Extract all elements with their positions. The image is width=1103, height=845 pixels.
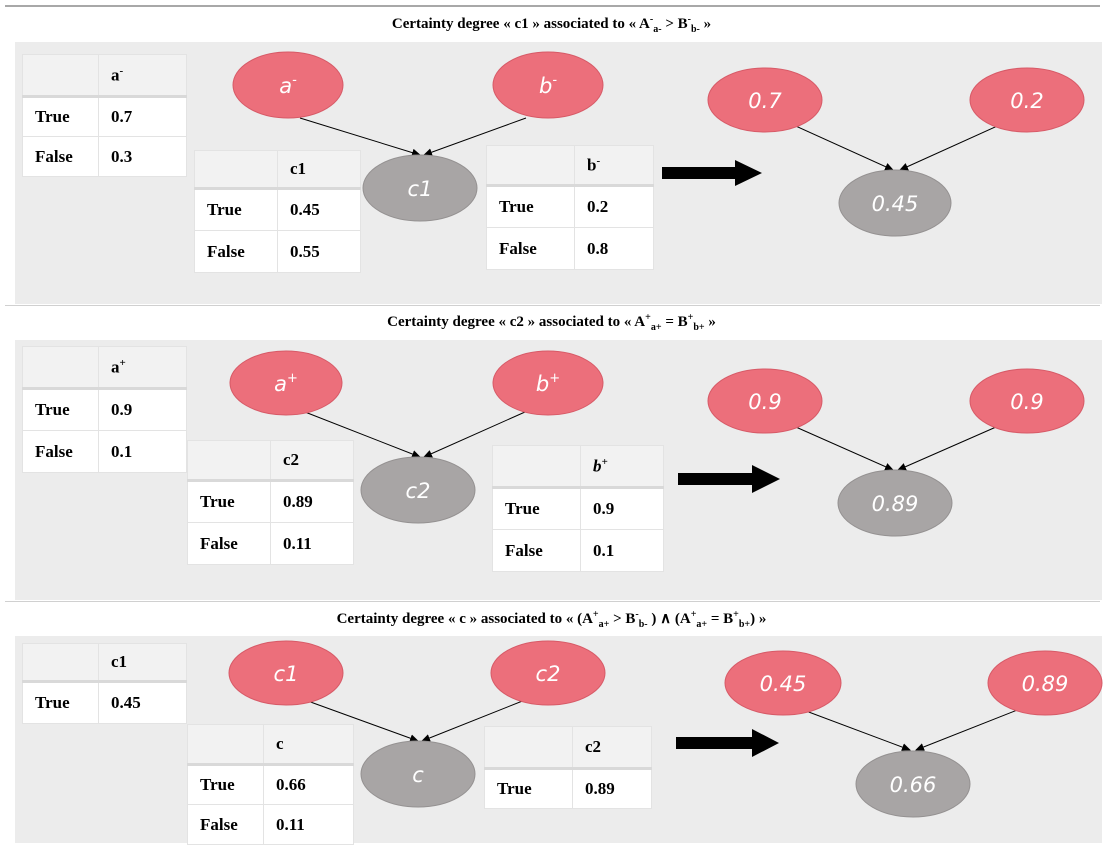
table-c2: c2 True 0.89 False 0.11	[187, 440, 354, 565]
table-c2-parent: c2 True 0.89	[484, 726, 652, 809]
node-c	[360, 740, 476, 808]
node-result-b	[969, 368, 1085, 434]
table-c: c True 0.66 False 0.11	[187, 724, 354, 845]
node-result-c1-label: 0.45	[872, 192, 919, 216]
node-a-minus	[232, 51, 344, 119]
table-b-minus: b- True 0.2 False 0.8	[486, 145, 654, 270]
node-b-minus-label: b-	[539, 73, 557, 98]
edge-b-to-c1	[423, 117, 527, 157]
node-b-plus	[492, 350, 604, 416]
table-a-plus: a+ True 0.9 False 0.1	[22, 346, 187, 473]
transform-arrow	[676, 729, 779, 757]
section-1-title: Certainty degree « c1 » associated to « …	[391, 14, 712, 35]
node-c1	[362, 154, 478, 222]
graph-3-left: c1 c2 c	[228, 640, 606, 808]
node-c1-label: c1	[408, 177, 433, 201]
graph-2-left: a+ b+ c2	[229, 350, 604, 524]
section-3-title: Certainty degree « c » associated to « (…	[336, 609, 767, 630]
node-c2-parent	[490, 640, 606, 706]
node-result-c	[855, 750, 971, 818]
node-c1-parent	[228, 640, 344, 706]
section-separator	[5, 601, 1100, 602]
node-result-c1-label: 0.45	[760, 672, 807, 696]
edge-right-to-child	[915, 704, 1031, 751]
node-a-plus-label: a+	[274, 371, 298, 396]
node-c-label: c	[412, 763, 424, 787]
edge-right-to-child	[897, 419, 1013, 471]
graph-2-right: 0.9 0.9 0.89	[707, 368, 1085, 537]
table-c1-parent: c1 True 0.45	[22, 643, 187, 724]
node-result-c2	[837, 469, 953, 537]
edge-b-to-c2	[423, 411, 526, 458]
node-result-a	[707, 368, 823, 434]
node-a-plus	[229, 350, 343, 416]
node-result-b-label: 0.9	[1010, 390, 1043, 414]
edge-a-to-c1	[299, 117, 421, 157]
transform-arrow	[662, 160, 762, 186]
edge-left-to-child	[789, 704, 911, 751]
node-c2-label: c2	[406, 479, 431, 503]
edge-c1-to-c	[304, 699, 419, 743]
edge-a-to-c2	[304, 411, 421, 458]
node-result-b	[969, 67, 1085, 133]
node-b-minus	[492, 51, 604, 119]
table-a-minus: a- True 0.7 False 0.3	[22, 54, 187, 177]
node-result-c2-label: 0.89	[872, 492, 919, 516]
node-c1-parent-label: c1	[274, 662, 299, 686]
node-result-c-label: 0.66	[890, 773, 937, 797]
section-separator	[5, 305, 1100, 306]
node-b-plus-label: b+	[536, 371, 560, 396]
node-c2-parent-label: c2	[536, 662, 561, 686]
node-result-c1	[838, 169, 952, 237]
table-c1: c1 True 0.45 False 0.55	[194, 150, 361, 273]
graph-1-left: a- b- c1	[232, 51, 604, 222]
node-result-b-label: 0.2	[1010, 89, 1043, 113]
node-result-c2	[987, 650, 1103, 716]
table-b-plus: b+ True 0.9 False 0.1	[492, 445, 664, 572]
edge-c2-to-c	[421, 699, 526, 742]
graph-1-right: 0.7 0.2 0.45	[707, 67, 1085, 237]
graph-3-right: 0.45 0.89 0.66	[724, 650, 1103, 818]
top-rule	[5, 5, 1100, 7]
node-c2	[360, 456, 476, 524]
node-a-minus-label: a-	[279, 73, 297, 98]
node-result-a	[707, 67, 823, 133]
transform-arrow	[678, 465, 780, 493]
node-result-a-label: 0.7	[748, 89, 782, 113]
edge-left-to-child	[779, 419, 894, 471]
node-result-a-label: 0.9	[748, 390, 781, 414]
node-result-c1	[724, 650, 842, 716]
section-2-title: Certainty degree « c2 » associated to « …	[387, 312, 716, 333]
node-result-c2-label: 0.89	[1022, 672, 1069, 696]
